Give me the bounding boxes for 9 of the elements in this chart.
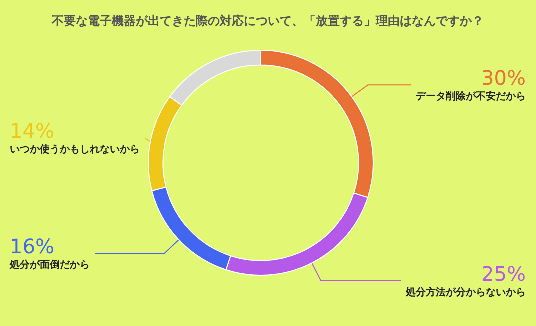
- data-label: 30%: [482, 66, 526, 90]
- data-label: 16%: [10, 234, 54, 259]
- chart-title: 不要な電子機器が出てきた際の対応について、「放置する」理由はなんですか？: [51, 14, 484, 28]
- data-label: 14%: [10, 119, 54, 144]
- slice-label: データ削除が不安だから: [416, 90, 526, 103]
- slice-label: いつか使うかもしれないから: [10, 144, 140, 156]
- data-label: 25%: [482, 262, 526, 286]
- slice-label: 処分方法が分からないから: [405, 286, 526, 299]
- slice-label: 処分が面倒だから: [9, 259, 90, 272]
